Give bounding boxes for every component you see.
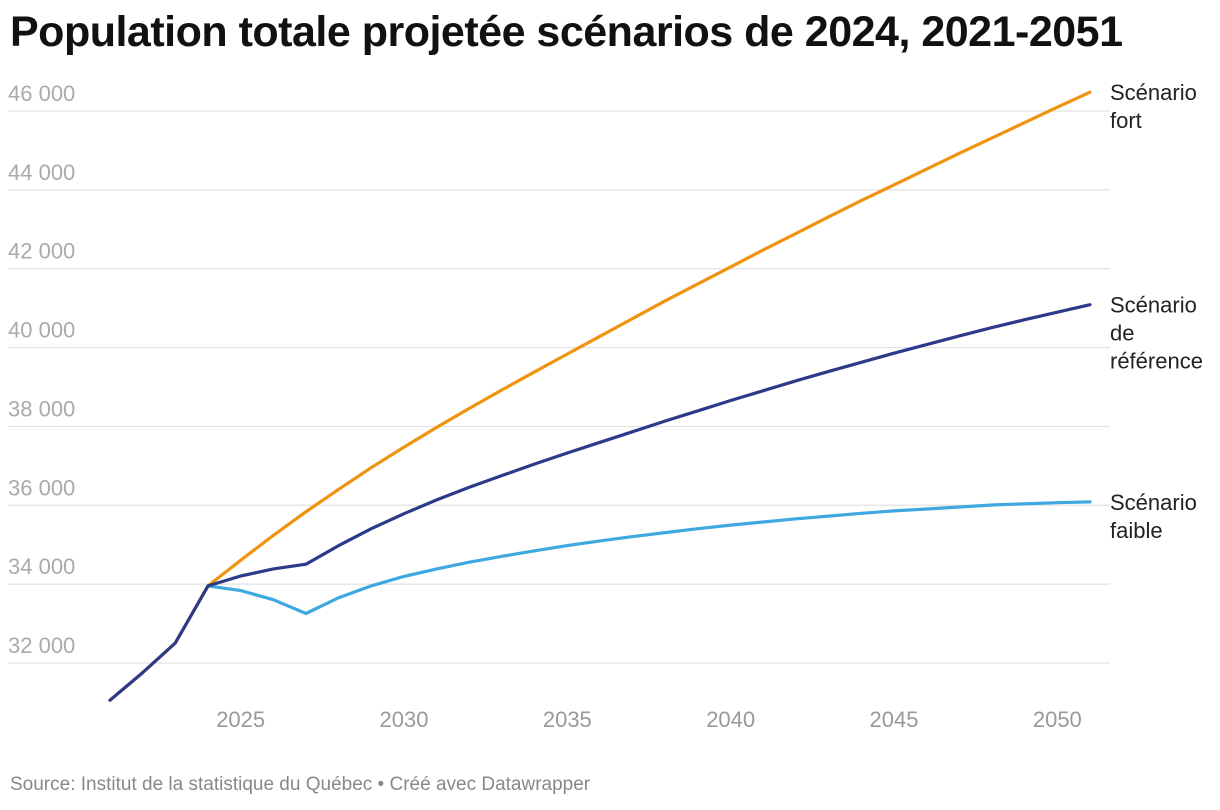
chart-title: Population totale projetée scénarios de … (10, 8, 1123, 56)
y-axis-ticks: 32 000 34 000 36 000 38 000 40 000 42 000 44 0… (8, 81, 75, 658)
y-tick-label: 46 000 (8, 81, 75, 106)
x-tick-label: 2050 (1033, 707, 1082, 732)
series-label-0: Scénario fort (1110, 80, 1197, 133)
series-line-0 (108, 90, 1092, 702)
series-label-2: Scénario faible (1110, 490, 1197, 543)
y-tick-label: 42 000 (8, 239, 75, 264)
y-tick-label: 40 000 (8, 318, 75, 343)
source-note: Source: Institut de la statistique du Qu… (10, 774, 591, 795)
series-labels: Scénario fort Scénario de référence Scénario f… (1110, 80, 1203, 543)
y-tick-label: 36 000 (8, 475, 75, 500)
x-axis-ticks: 2025 2030 2035 2040 2045 2050 (216, 707, 1082, 732)
x-tick-label: 2035 (543, 707, 592, 732)
y-tick-label: 38 000 (8, 396, 75, 421)
series-line-2 (206, 500, 1092, 616)
y-tick-label: 34 000 (8, 554, 75, 579)
y-tick-label: 44 000 (8, 160, 75, 185)
gridlines (8, 110, 1110, 664)
y-tick-label: 32 000 (8, 633, 75, 658)
series-label-1: Scénario de référence (1110, 293, 1203, 374)
series-line-1 (108, 303, 1092, 702)
x-tick-label: 2030 (380, 707, 429, 732)
x-tick-label: 2025 (216, 707, 265, 732)
x-tick-label: 2040 (706, 707, 755, 732)
x-tick-label: 2045 (870, 707, 919, 732)
series-lines (108, 90, 1092, 702)
